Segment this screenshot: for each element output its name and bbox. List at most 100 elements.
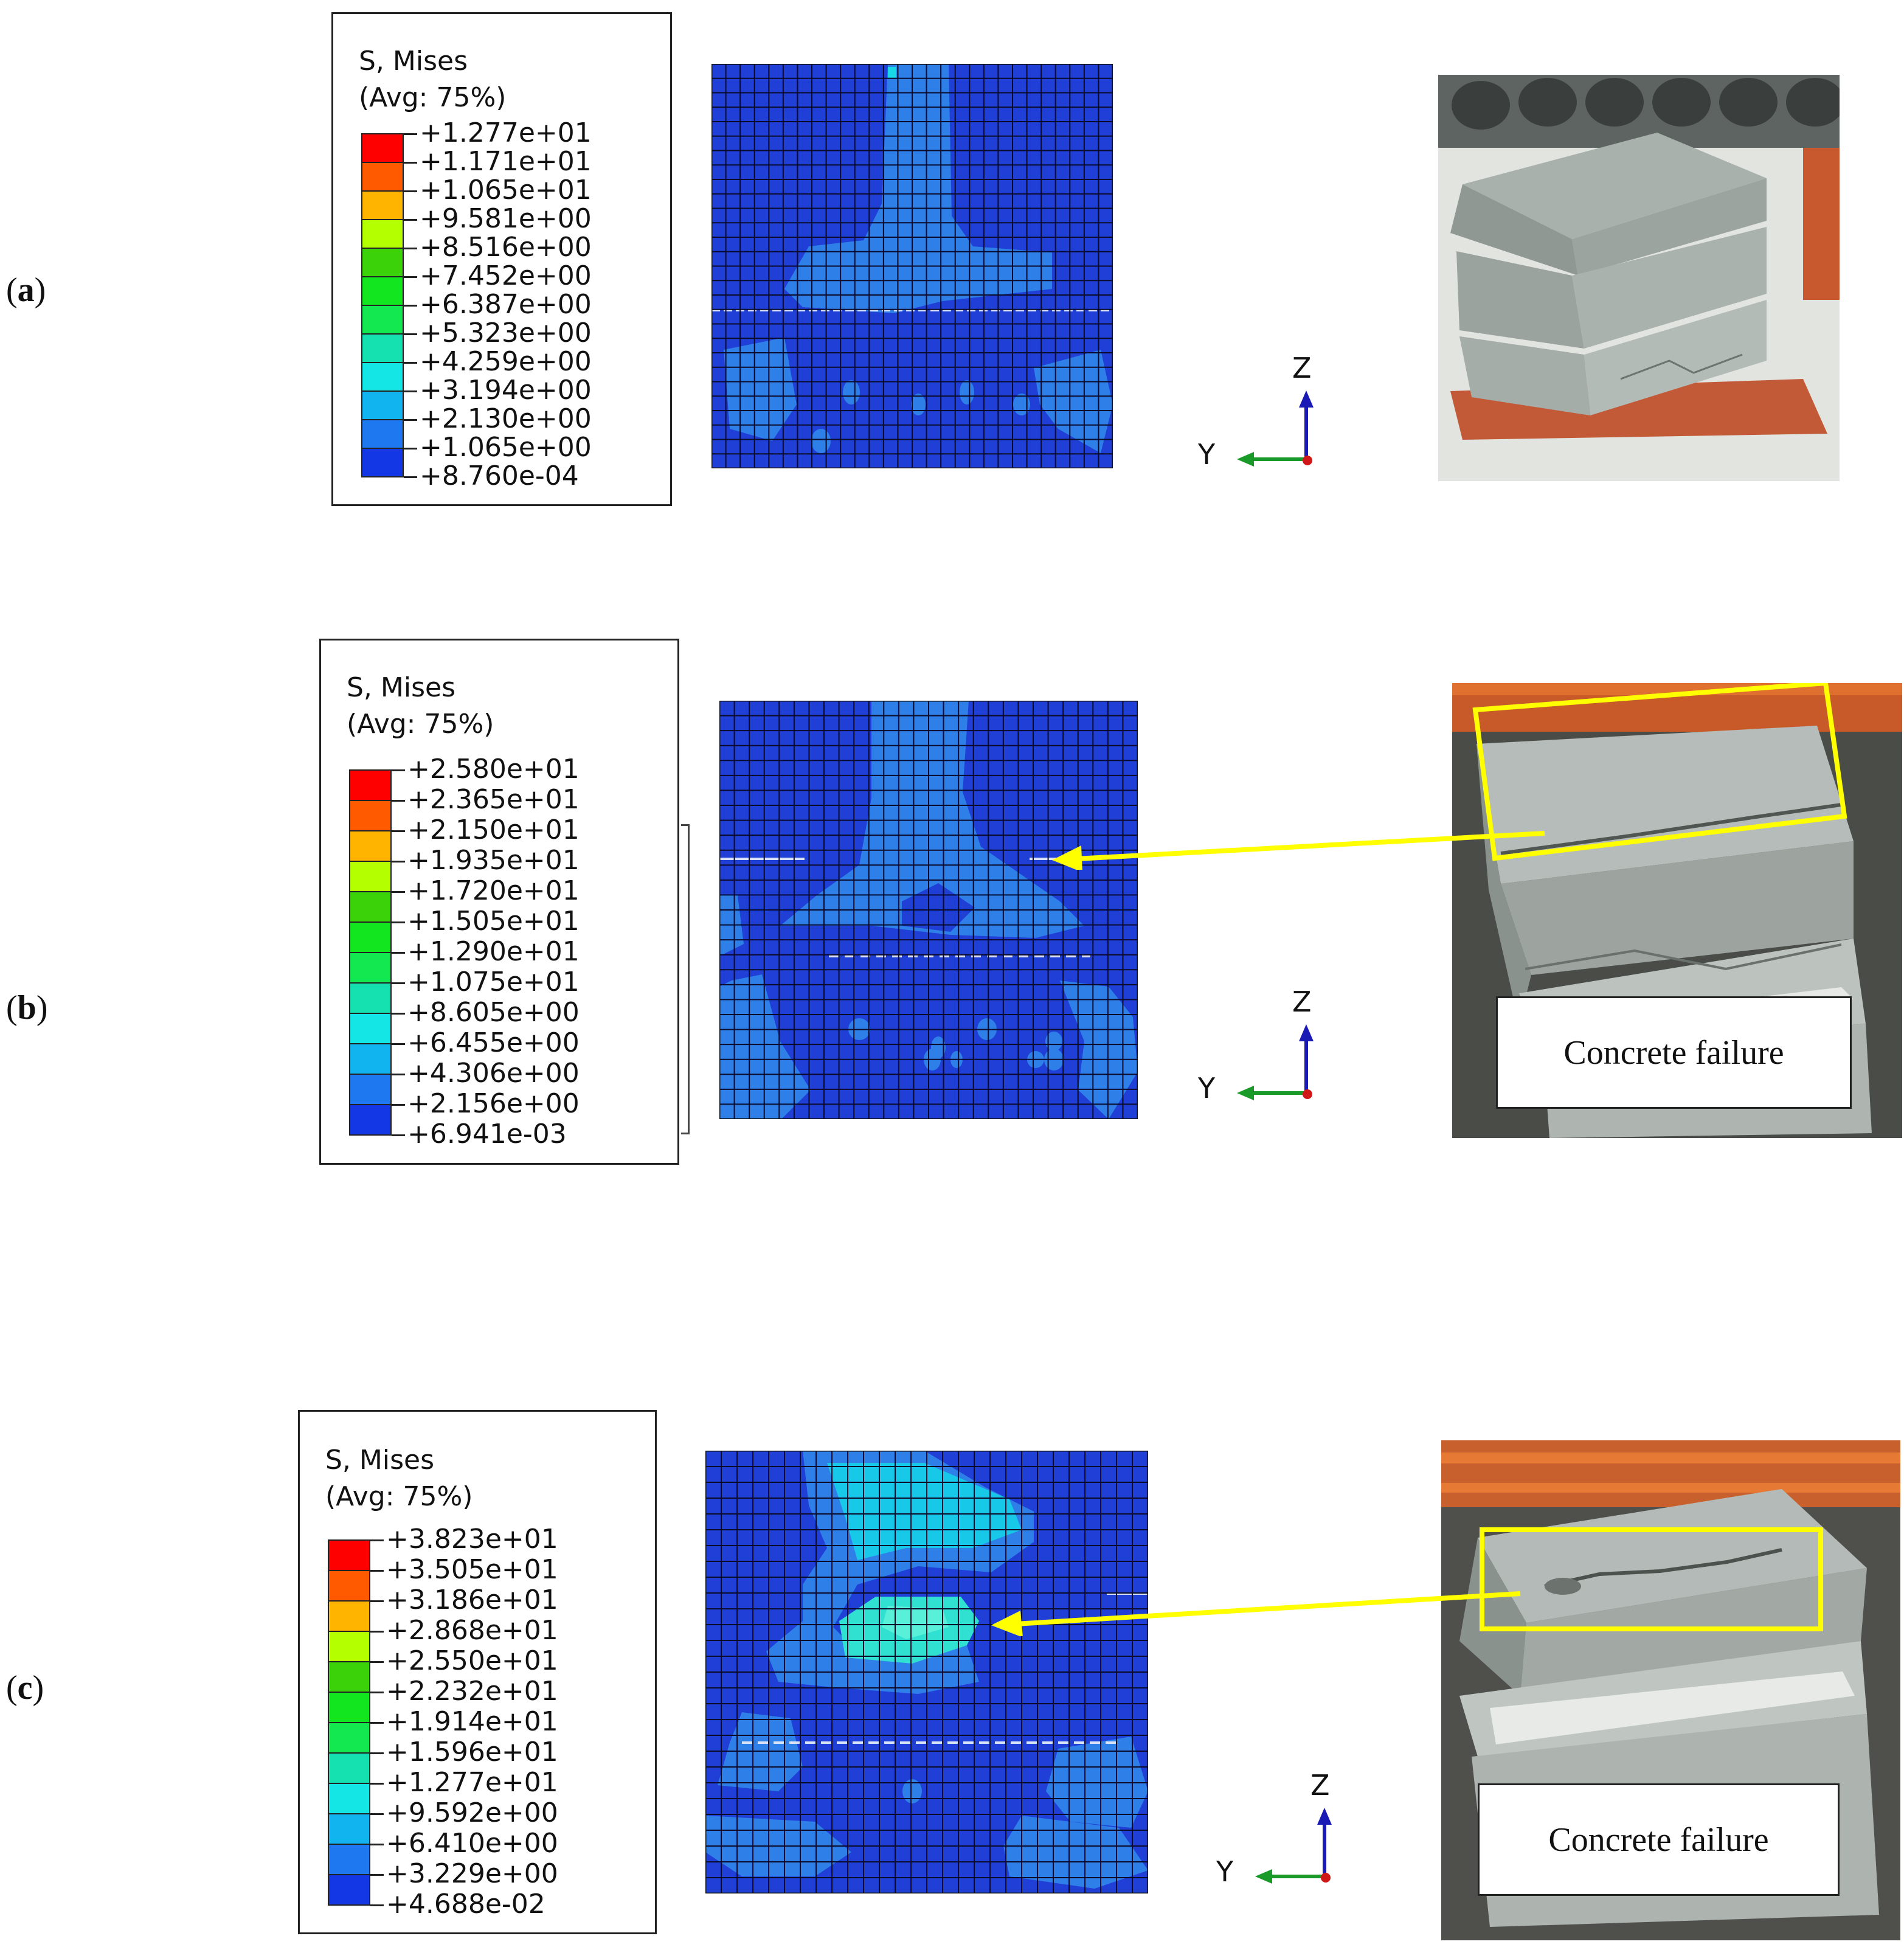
legend-value: +1.277e+01 <box>420 117 592 148</box>
legend-swatch <box>328 1752 370 1784</box>
legend-tick <box>404 162 417 164</box>
legend-value: +1.720e+01 <box>407 875 580 906</box>
legend-swatch <box>328 1844 370 1875</box>
legend-a: S, Mises (Avg: 75%) +1.277e+01 +1.171e+01… <box>331 12 672 506</box>
legend-tick <box>404 419 417 421</box>
legend-swatch <box>349 830 392 862</box>
legend-value: +1.914e+01 <box>386 1706 558 1737</box>
legend-tick <box>370 1631 384 1633</box>
legend-value: +1.596e+01 <box>386 1737 558 1768</box>
legend-tick <box>404 333 417 335</box>
legend-value: +9.581e+00 <box>420 203 592 234</box>
stress-contour-a <box>711 64 1113 468</box>
legend-swatch <box>328 1661 370 1693</box>
axis-arrows <box>1255 1808 1332 1884</box>
legend-value: +3.505e+01 <box>386 1554 558 1585</box>
legend-value: +2.580e+01 <box>407 754 580 785</box>
legend-tick <box>392 800 405 802</box>
legend-value: +1.935e+01 <box>407 845 580 876</box>
legend-tick <box>370 1904 384 1906</box>
legend-title: S, Mises <box>347 672 456 703</box>
panel-label-c: (c) <box>6 1669 44 1707</box>
legend-swatch <box>349 982 392 1014</box>
legend-swatch <box>349 1104 392 1136</box>
legend-swatch <box>328 1570 370 1602</box>
legend-value: +2.550e+01 <box>386 1645 558 1676</box>
legend-tick <box>392 769 405 771</box>
legend-value: +5.323e+00 <box>420 318 592 349</box>
legend-tick <box>370 1539 384 1541</box>
axis-z-label: Z <box>1292 352 1312 384</box>
legend-tick <box>404 190 417 192</box>
legend-swatch <box>349 1043 392 1075</box>
legend-swatch <box>361 276 404 306</box>
axis-y-label: Y <box>1216 1855 1234 1888</box>
legend-value: +1.065e+00 <box>420 432 592 463</box>
legend-tick <box>404 248 417 249</box>
caption-concrete-failure-c: Concrete failure <box>1478 1783 1840 1896</box>
legend-tick <box>404 219 417 221</box>
legend-swatch <box>361 248 404 277</box>
legend-swatch <box>349 861 392 892</box>
stress-contour-b <box>719 701 1138 1119</box>
legend-tick <box>392 1013 405 1015</box>
legend-tick <box>392 1134 405 1136</box>
legend-tick <box>404 133 417 135</box>
legend-tick <box>370 1844 384 1845</box>
legend-value: +6.455e+00 <box>407 1027 580 1058</box>
axis-y-label: Y <box>1198 438 1216 471</box>
legend-swatch <box>328 1692 370 1723</box>
photo-specimen-a <box>1438 75 1840 481</box>
legend-swatch <box>361 219 404 249</box>
legend-value: +6.410e+00 <box>386 1828 558 1859</box>
legend-value: +7.452e+00 <box>420 260 592 291</box>
legend-swatch <box>328 1600 370 1632</box>
legend-value: +4.259e+00 <box>420 346 592 377</box>
legend-swatch <box>361 333 404 363</box>
legend-tick <box>370 1813 384 1815</box>
callout-arrow-b <box>1052 831 1545 870</box>
legend-swatch <box>349 769 392 801</box>
legend-swatch <box>361 162 404 192</box>
legend-value: +2.156e+00 <box>407 1088 580 1119</box>
legend-value: +2.232e+01 <box>386 1676 558 1707</box>
legend-tick <box>370 1661 384 1663</box>
legend-tick <box>370 1570 384 1572</box>
legend-tick <box>404 305 417 307</box>
legend-subtitle: (Avg: 75%) <box>359 82 507 113</box>
legend-value: +1.171e+01 <box>420 146 592 177</box>
legend-value: +2.130e+00 <box>420 403 592 434</box>
caption-concrete-failure-b: Concrete failure <box>1496 996 1852 1109</box>
legend-subtitle: (Avg: 75%) <box>325 1481 473 1512</box>
legend-title: S, Mises <box>325 1445 435 1476</box>
legend-tick <box>392 952 405 954</box>
legend-swatch <box>349 921 392 953</box>
legend-swatch <box>361 362 404 392</box>
panel-label-b: (b) <box>6 989 48 1027</box>
callout-arrow-c <box>991 1591 1521 1636</box>
legend-swatch <box>328 1539 370 1571</box>
legend-tick <box>404 362 417 364</box>
legend-tick <box>370 1874 384 1876</box>
legend-tick <box>392 982 405 984</box>
legend-value: +4.688e-02 <box>386 1889 545 1920</box>
legend-title: S, Mises <box>359 46 468 77</box>
legend-tick <box>404 390 417 392</box>
legend-tick <box>404 276 417 278</box>
legend-c: S, Mises (Avg: 75%) +3.823e+01 +3.505e+01… <box>298 1410 657 1934</box>
legend-swatch <box>361 419 404 449</box>
legend-swatch <box>328 1813 370 1845</box>
legend-tick <box>392 1043 405 1045</box>
legend-value: +6.387e+00 <box>420 289 592 320</box>
legend-value: +3.823e+01 <box>386 1524 558 1555</box>
legend-value: +1.505e+01 <box>407 906 580 937</box>
legend-subtitle: (Avg: 75%) <box>347 709 494 740</box>
axis-triad-b: Z Y <box>1192 980 1350 1120</box>
legend-value: +8.516e+00 <box>420 232 592 263</box>
legend-value: +1.065e+01 <box>420 175 592 206</box>
legend-swatch <box>328 1783 370 1814</box>
legend-swatch <box>361 133 404 163</box>
legend-value: +1.290e+01 <box>407 936 580 967</box>
legend-tick <box>370 1692 384 1693</box>
legend-b: S, Mises (Avg: 75%) +2.580e+01 +2.365e+01… <box>319 639 679 1165</box>
